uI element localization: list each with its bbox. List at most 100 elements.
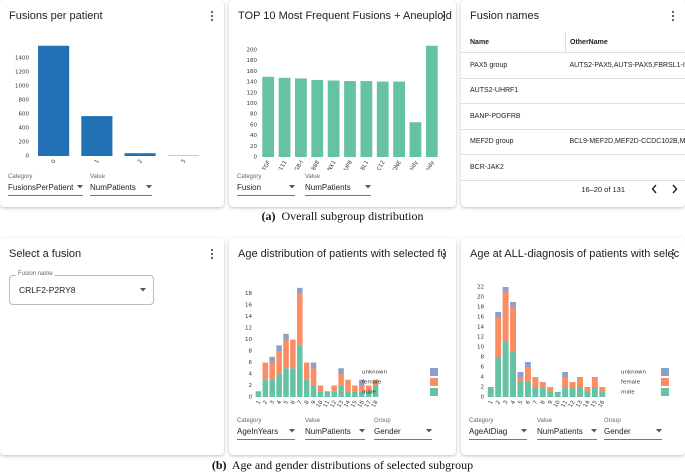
x-tick-label: 4 <box>276 399 283 405</box>
table-cell: BANP-PDGFRB <box>461 103 566 130</box>
bar <box>344 81 356 157</box>
control-label: Value <box>90 174 105 180</box>
select-control[interactable]: Value NumPatients <box>305 174 371 196</box>
panel-title: Age distribution of patients with select… <box>238 248 447 260</box>
dropdown-arrow <box>426 429 432 433</box>
y-tick-label: 8 <box>249 349 253 355</box>
x-tick-label: 7 <box>297 399 304 405</box>
select-control[interactable]: Value NumPatients <box>537 418 597 440</box>
select-control[interactable]: Group Gender <box>604 418 662 440</box>
bar-segment <box>591 387 598 397</box>
bar-segment <box>510 307 517 352</box>
bar-segment <box>539 387 546 397</box>
panel: Age distribution of patients with select… <box>229 238 456 455</box>
menu-button[interactable] <box>671 10 675 22</box>
bar-segment <box>317 391 324 397</box>
control-value: NumPatients <box>537 427 597 440</box>
panel: TOP 10 Most Frequent Fusions + Aneuploid… <box>229 0 456 207</box>
next-page[interactable] <box>672 184 678 194</box>
y-tick-label: 1400 <box>15 56 29 62</box>
arrow <box>77 185 83 189</box>
menu-button[interactable] <box>210 10 214 22</box>
x-tick-label: 11 <box>323 400 332 409</box>
x-tick-label: 7 <box>532 399 539 405</box>
bar-segment <box>517 377 524 382</box>
legend-label: male <box>621 390 635 396</box>
caption: (a) Overall subgroup distribution <box>0 209 685 224</box>
x-tick-label: 2 <box>137 159 144 165</box>
bar-segment <box>338 385 344 397</box>
menu-dot <box>442 252 446 256</box>
x-tick-label: 16 <box>598 399 607 408</box>
table-row: PAX5 group AUTS2-PAX5,AUTS-PAX5,FBRSL1-I <box>461 52 685 79</box>
fusion-select[interactable]: Fusion name CRLF2-P2RY8 <box>9 271 154 305</box>
bar-segment <box>554 392 561 397</box>
table-cell <box>565 154 685 181</box>
control-value: Gender <box>374 427 432 440</box>
column-header: OtherName <box>565 32 685 53</box>
control-value: NumPatients <box>305 183 371 196</box>
bar-segment <box>487 387 494 397</box>
legend-label: unknown <box>621 370 647 376</box>
select-control[interactable]: Category Fusion <box>237 174 295 196</box>
caption-tag: (b) <box>211 458 227 472</box>
x-tick-label: 15 <box>590 399 599 408</box>
table-panel: Fusion names Name OtherName PAX5 group AUTS… <box>461 0 685 207</box>
x-tick-label: 2 <box>262 400 269 406</box>
select-control[interactable]: Category FusionsPerPatient <box>8 174 83 196</box>
bar-segment <box>310 385 317 397</box>
bar-segment <box>352 391 358 397</box>
bar-segment <box>599 392 606 397</box>
bar-segment <box>547 392 554 397</box>
bar-segment <box>502 342 509 397</box>
y-tick-label: 0 <box>26 154 30 160</box>
y-tick-label: 80 <box>250 112 257 118</box>
bar <box>278 77 291 157</box>
bar-segment <box>510 352 517 397</box>
dropdown-arrow <box>521 429 527 433</box>
menu-button[interactable] <box>442 248 446 260</box>
field-label: Fusion name <box>16 271 55 277</box>
bar-segment <box>297 287 303 294</box>
select-control[interactable]: Category AgeInYears <box>237 418 295 440</box>
menu-button[interactable] <box>442 10 446 22</box>
panel-title: Fusions per patient <box>9 10 103 22</box>
bar-segment <box>539 382 546 387</box>
select-control[interactable]: Group Gender <box>374 418 432 440</box>
bar-segment <box>345 391 351 397</box>
x-tick-label: 18 <box>371 399 380 408</box>
table-cell: BCL9-MEF2D,MEF2D-CCDC102B,M <box>565 129 685 155</box>
y-tick-label: 600 <box>19 112 30 118</box>
select-panel: Select a fusion Fusion name CRLF2-P2RY8 <box>0 238 224 455</box>
select-control[interactable]: Category AgeAtDiag <box>469 418 527 440</box>
select-control[interactable]: Value NumPatients <box>90 174 152 196</box>
bar-segment <box>310 362 317 369</box>
table-row: AUTS2-UHRF1 <box>461 78 685 104</box>
prev-page[interactable] <box>651 184 657 194</box>
legend-label: female <box>362 380 382 386</box>
x-tick-label: 3 <box>269 399 276 405</box>
legend-swatch <box>430 368 438 376</box>
y-tick-label: 14 <box>245 314 252 320</box>
menu-button[interactable] <box>671 248 675 260</box>
x-tick-label: 8 <box>304 399 311 405</box>
bar-segment <box>331 385 337 392</box>
y-tick-label: 4 <box>481 375 485 381</box>
bar-segment <box>524 362 531 367</box>
control-value: Fusion <box>237 183 295 196</box>
menu-dot <box>442 18 446 22</box>
menu-dot <box>671 18 675 22</box>
bar-segment <box>495 312 502 317</box>
control-value: NumPatients <box>305 427 365 440</box>
control-value: NumPatients <box>90 183 152 196</box>
arrow <box>365 185 371 189</box>
control-value: AgeAtDiag <box>469 427 527 440</box>
y-tick-label: 40 <box>250 133 257 139</box>
menu-button[interactable] <box>210 248 214 260</box>
dropdown-arrow <box>77 185 83 189</box>
bar-segment <box>372 379 379 386</box>
menu-dot <box>671 248 675 252</box>
panel-title: Age at ALL-diagnosis of patients with se… <box>470 248 680 260</box>
select-control[interactable]: Value NumPatients <box>305 418 365 440</box>
pager-buttons[interactable] <box>651 184 681 194</box>
